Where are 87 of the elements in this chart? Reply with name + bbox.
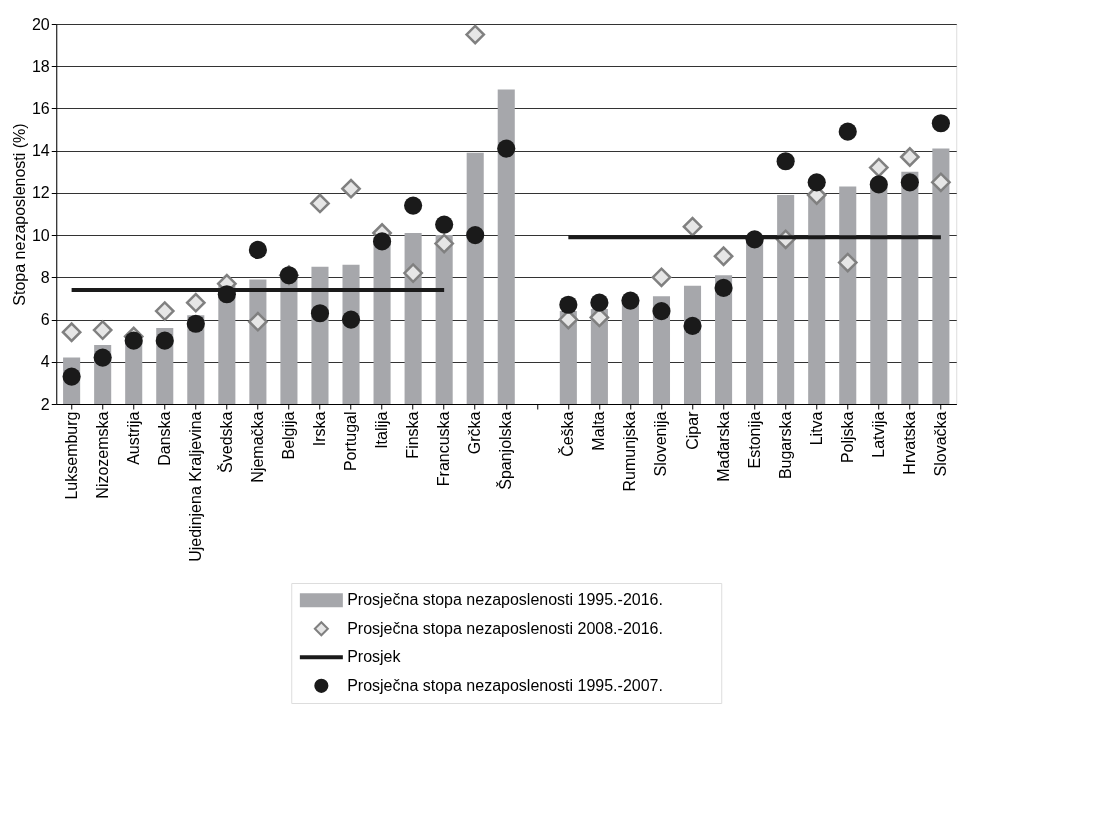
y-tick-label: 16 bbox=[31, 99, 50, 117]
x-tick-label: Njemačka bbox=[248, 411, 266, 483]
point bbox=[497, 139, 516, 158]
x-tick-label: Ujedinjena Kraljevina bbox=[186, 411, 204, 562]
x-tick-label: Mađarska bbox=[714, 411, 732, 482]
y-tick-label: 6 bbox=[40, 311, 50, 329]
point bbox=[559, 295, 578, 314]
x-tick-label: Malta bbox=[590, 411, 608, 451]
x-tick-label: Belgija bbox=[279, 411, 297, 460]
point bbox=[900, 173, 919, 192]
x-tick-label: Češka bbox=[558, 411, 577, 457]
y-tick-label: 18 bbox=[31, 57, 50, 75]
point bbox=[745, 230, 764, 249]
x-tick-label: Latvija bbox=[869, 411, 887, 458]
point bbox=[92, 320, 113, 341]
point bbox=[621, 291, 640, 310]
point bbox=[185, 292, 206, 313]
x-tick-label: Francuska bbox=[435, 411, 453, 487]
x-tick-label: Poljska bbox=[838, 411, 856, 464]
legend-label: Prosjek bbox=[347, 648, 402, 666]
point bbox=[248, 240, 267, 259]
legend-label: Prosječna stopa nezaposlenosti 2008.-2016. bbox=[347, 619, 663, 637]
point bbox=[590, 293, 609, 312]
point bbox=[682, 216, 703, 237]
point bbox=[899, 147, 920, 167]
x-tick-label: Luksemburg bbox=[62, 411, 80, 500]
point bbox=[838, 122, 857, 141]
x-tick-label: Cipar bbox=[683, 410, 701, 450]
point bbox=[403, 263, 424, 284]
x-tick-label: Švedska bbox=[216, 411, 235, 473]
point bbox=[93, 348, 112, 367]
point bbox=[404, 196, 423, 215]
point bbox=[652, 302, 671, 321]
x-tick-label: Španjolska bbox=[496, 411, 515, 490]
x-tick-label: Danska bbox=[155, 411, 173, 466]
x-tick-label: Litva bbox=[807, 411, 825, 446]
point bbox=[61, 322, 82, 343]
point bbox=[807, 173, 826, 192]
x-tick-label: Italija bbox=[373, 411, 391, 449]
point bbox=[372, 232, 392, 251]
y-tick-label: 20 bbox=[31, 15, 50, 33]
point bbox=[651, 267, 672, 288]
point bbox=[837, 252, 858, 273]
point bbox=[930, 172, 951, 193]
point bbox=[714, 278, 733, 297]
y-tick-label: 8 bbox=[40, 268, 50, 286]
x-tick-label: Portugal bbox=[342, 411, 360, 472]
point bbox=[683, 316, 702, 335]
point bbox=[931, 114, 950, 133]
legend-label: Prosječna stopa nezaposlenosti 1995.-2016. bbox=[347, 591, 663, 609]
point bbox=[341, 178, 361, 199]
point bbox=[341, 310, 361, 329]
point bbox=[62, 367, 81, 386]
x-tick-label: Grčka bbox=[466, 411, 484, 455]
x-tick-label: Slovenija bbox=[652, 411, 670, 477]
x-tick-label: Nizozemska bbox=[93, 411, 111, 499]
point bbox=[713, 246, 734, 267]
legend-label: Prosječna stopa nezaposlenosti 1995.-2007. bbox=[347, 676, 663, 694]
point bbox=[155, 331, 174, 350]
x-tick-label: Bugarska bbox=[776, 411, 794, 480]
point bbox=[217, 285, 236, 304]
y-tick-label: 10 bbox=[31, 226, 50, 244]
point bbox=[466, 226, 485, 245]
point bbox=[434, 233, 455, 254]
point bbox=[869, 175, 888, 194]
point bbox=[465, 24, 486, 45]
x-tick-label: Austrija bbox=[124, 411, 142, 465]
x-tick-label: Estonija bbox=[745, 411, 763, 469]
y-tick-label: 2 bbox=[40, 395, 50, 413]
x-tick-label: Irska bbox=[310, 411, 328, 447]
x-tick-label: Slovačka bbox=[931, 411, 949, 477]
y-tick-label: 14 bbox=[31, 142, 50, 160]
point bbox=[154, 301, 175, 322]
point bbox=[435, 215, 454, 234]
point bbox=[247, 311, 268, 332]
point bbox=[124, 331, 143, 350]
point bbox=[868, 157, 889, 178]
x-tick-label: Hrvatska bbox=[900, 411, 918, 475]
point bbox=[310, 193, 330, 214]
point bbox=[186, 314, 205, 333]
y-tick-label: 4 bbox=[40, 353, 50, 371]
y-axis-title: Stopa nezaposlenosti (%) bbox=[10, 123, 28, 306]
point bbox=[776, 152, 795, 171]
point bbox=[310, 304, 330, 323]
y-tick-label: 12 bbox=[31, 184, 50, 202]
x-tick-label: Rumunjska bbox=[621, 411, 639, 492]
x-tick-label: Finska bbox=[404, 411, 422, 459]
